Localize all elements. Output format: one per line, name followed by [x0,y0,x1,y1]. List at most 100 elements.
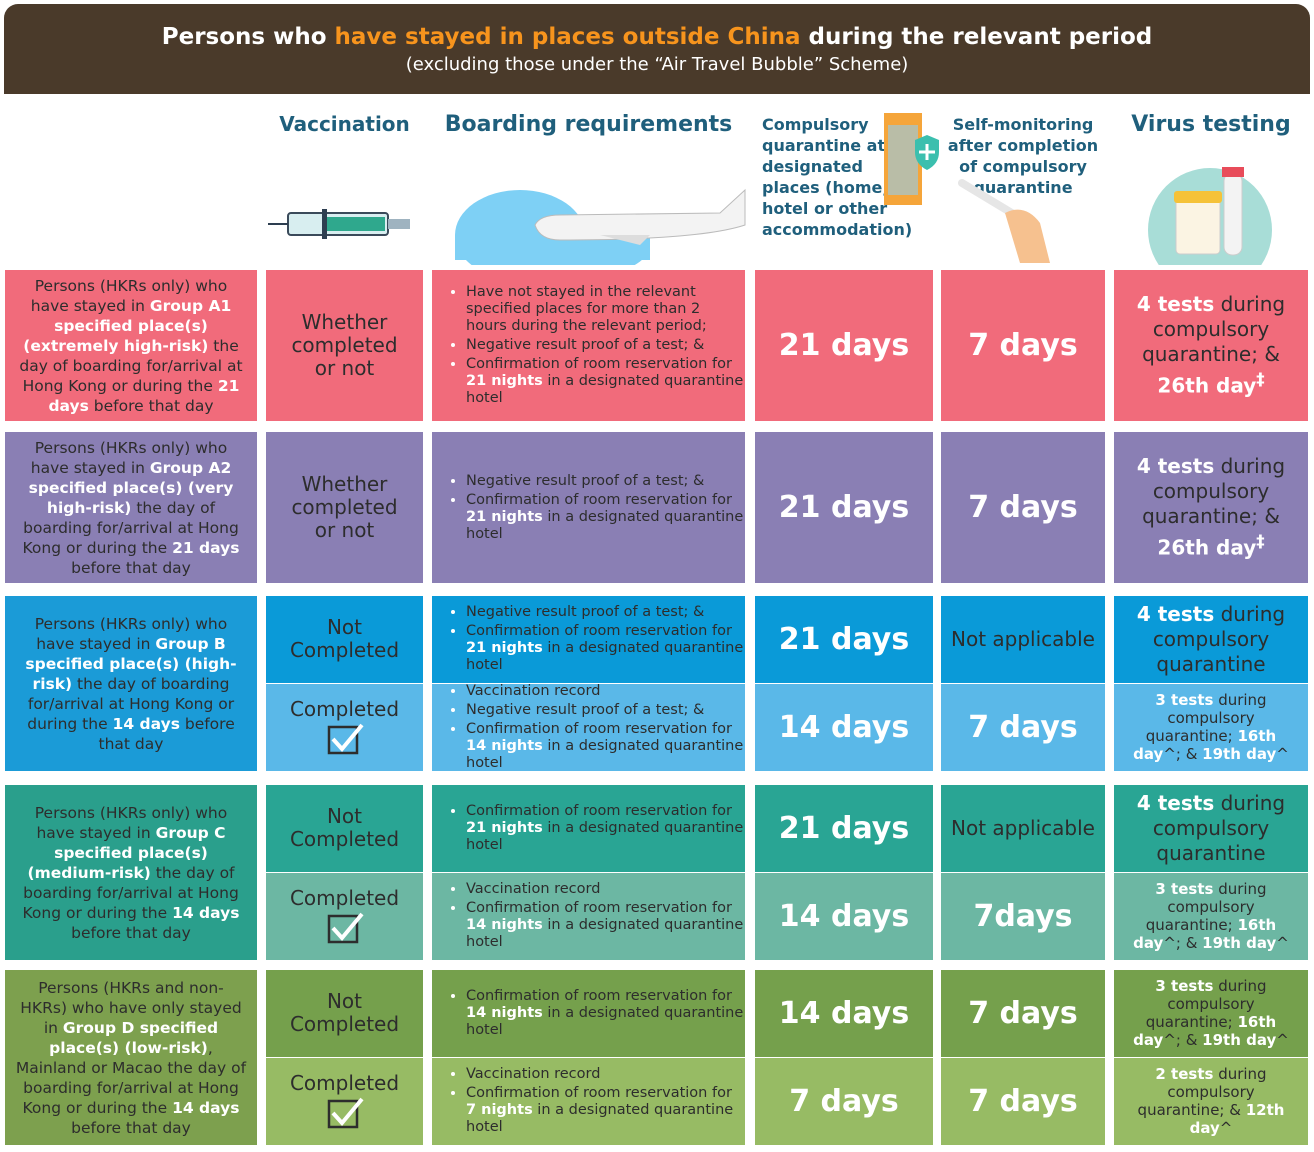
syringe-icon [268,209,410,239]
text-run: 2 tests [1155,1065,1214,1084]
self-monitoring-text: 7 days [968,328,1078,363]
text-run: before that day [71,1118,191,1137]
testing-text: 3 tests during compulsory quarantine; 16… [1122,977,1300,1049]
vaccination-cell: Whether completed or not [266,270,423,421]
vaccination-cell: Whether completed or not [266,432,423,583]
boarding-item: Confirmation of room reservation for 21 … [466,356,745,407]
boarding-list: Vaccination record Confirmation of room r… [432,879,745,953]
self-monitoring-cell: 7 days [941,683,1105,771]
text-run: Confirmation of room reservation for [466,802,732,819]
text-run: 26th day [1157,373,1257,398]
self-monitoring-cell: 7 days [941,970,1105,1057]
vaccination-text: Completed [289,696,400,721]
testing-text: 4 tests during compulsory quarantine [1122,791,1300,866]
text-run: during compulsory quarantine; & [1142,292,1286,367]
boarding-list: Vaccination record Confirmation of room r… [432,1064,745,1138]
text-run: 14 nights [466,1004,543,1021]
testing-cell: 4 tests during compulsory quarantine; & … [1114,270,1308,421]
text-run: before that day [88,396,214,415]
group-text: Persons (HKRs and non-HKRs) who have onl… [15,978,247,1138]
text-run: during the relevant period [800,24,1153,50]
text-run: 21 nights [466,819,543,836]
self-monitoring-cell: Not applicable [941,596,1105,683]
text-run: ^ [1276,745,1289,764]
text-run: in a designated quarantine hotel [466,737,744,771]
text-run: during compulsory quarantine [1152,790,1286,865]
self-monitoring-cell: 7days [941,872,1105,960]
vaccination-text: Not Completed [289,989,400,1037]
vaccination-cell: Not Completed [266,785,423,872]
vaccination-text: Not Completed [289,804,400,852]
group-cell: Persons (HKRs and non-HKRs) who have onl… [5,970,257,1145]
column-header: Boarding requirements [444,112,733,137]
text-run: Negative result proof of a test; & [466,472,705,489]
boarding-item: Vaccination record [466,683,745,700]
text-run: in a designated quarantine hotel [466,640,744,674]
group-text: Persons (HKRs only) who have stayed in G… [15,614,247,754]
boarding-item: Negative result proof of a test; & [466,604,745,621]
text-run: 19th day [1202,745,1277,764]
text-run: Vaccination record [466,1066,601,1083]
quarantine-text: 21 days [778,810,910,846]
text-run: in a designated quarantine hotel [466,917,744,951]
text-run: ^; & [1163,745,1203,764]
text-run: 4 tests [1136,601,1215,626]
testing-text: 4 tests during compulsory quarantine; & … [1122,292,1300,399]
boarding-item: Confirmation of room reservation for 14 … [466,900,745,951]
boarding-item: Confirmation of room reservation for 21 … [466,623,745,674]
self-monitoring-text: 7days [973,898,1073,934]
self-monitoring-text: Not applicable [951,627,1095,652]
boarding-cell: Vaccination record Negative result proof … [432,683,745,771]
text-run: during compulsory quarantine [1152,601,1286,676]
group-cell: Persons (HKRs only) who have stayed in G… [5,270,257,421]
boarding-item: Negative result proof of a test; & [466,473,745,490]
text-run: 14 nights [466,737,543,754]
boarding-item: Confirmation of room reservation for 7 n… [466,1085,745,1136]
group-cell: Persons (HKRs only) who have stayed in G… [5,432,257,583]
quarantine-text: 14 days [778,995,910,1031]
text-run: 3 tests [1155,977,1214,996]
text-run: Confirmation of room reservation for [466,987,732,1004]
text-run: 4 tests [1136,454,1215,479]
text-run: in a designated quarantine hotel [466,508,744,542]
text-run: Vaccination record [466,881,601,898]
text-run: before that day [71,558,191,577]
self-monitoring-text: 7 days [968,490,1078,525]
text-run: 14 days [112,714,180,733]
text-run: before that day [71,923,191,942]
text-run: 26th day [1157,535,1257,560]
header: Persons who have stayed in places outsid… [4,4,1310,94]
self-monitoring-cell: 7 days [941,432,1105,583]
self-monitoring-text: 7 days [968,995,1078,1031]
testing-cell: 3 tests during compulsory quarantine; 16… [1114,683,1308,771]
text-run: Group D specified place(s) (low-risk) [49,1018,219,1057]
quarantine-cell: 21 days [755,432,933,583]
text-run: during compulsory quarantine; & [1137,1065,1267,1120]
text-run: ^; & [1163,934,1203,953]
group-text: Persons (HKRs only) who have stayed in G… [15,276,247,416]
test-kit-icon [1148,167,1272,265]
column-header: Virus testing [1131,112,1291,137]
text-run: have stayed in places outside China [334,24,801,50]
testing-cell: 2 tests during compulsory quarantine; & … [1114,1057,1308,1145]
text-run: Group B specified place(s) (high-risk) [25,634,237,693]
boarding-list: Confirmation of room reservation for 14 … [432,986,745,1041]
text-run: the day of boarding for/arrival at Hong … [19,336,243,395]
vaccination-cell: Not Completed [266,596,423,683]
column-header: Vaccination [279,112,410,136]
vaccination-text: Not Completed [289,615,400,663]
text-run: 19th day [1202,1031,1277,1050]
boarding-item: Confirmation of room reservation for 14 … [466,988,745,1039]
text-run: during compulsory quarantine; [1145,691,1267,746]
text-run: Confirmation of room reservation for [466,1085,732,1102]
quarantine-cell: 14 days [755,683,933,771]
boarding-item: Have not stayed in the relevant specifie… [466,284,745,335]
boarding-item: Vaccination record [466,881,745,898]
boarding-cell: Vaccination record Confirmation of room r… [432,872,745,960]
self-monitoring-cell: Not applicable [941,785,1105,872]
text-run: 21 nights [466,508,543,525]
text-run: Persons (HKRs only) who have stayed in [34,803,228,842]
quarantine-cell: 7 days [755,1057,933,1145]
group-text: Persons (HKRs only) who have stayed in G… [15,803,247,943]
boarding-item: Negative result proof of a test; & [466,337,745,354]
